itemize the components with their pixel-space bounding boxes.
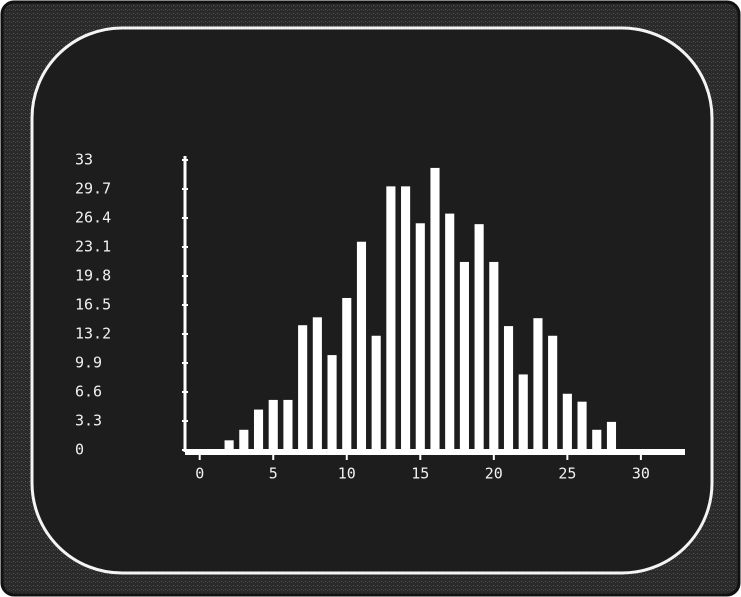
- bar: [563, 394, 572, 450]
- bar: [416, 223, 425, 450]
- y-tick-label: 26.4: [75, 209, 111, 227]
- x-tick-label: 5: [269, 465, 278, 483]
- y-tick-label: 19.8: [75, 267, 111, 285]
- y-tick-label: 6.6: [75, 383, 102, 401]
- bar: [460, 262, 469, 450]
- x-tick-label: 15: [411, 465, 429, 483]
- bar: [475, 224, 484, 450]
- page: 0 3.3 6.6 9.9 13.2 16.5 19.8 23.1 26.4 29.7 33 0 5 10…: [0, 0, 741, 597]
- x-tick-label: 20: [485, 465, 503, 483]
- y-tick-label: 0: [75, 441, 84, 459]
- bar: [298, 325, 307, 450]
- bar: [445, 214, 454, 450]
- bar: [504, 326, 513, 450]
- bar: [592, 430, 601, 450]
- chart: 0 3.3 6.6 9.9 13.2 16.5 19.8 23.1 26.4 29.7 33 0 5 10…: [0, 0, 741, 597]
- bar: [357, 242, 366, 450]
- bar: [578, 402, 587, 450]
- bar: [607, 422, 616, 450]
- y-tick-label: 33: [75, 151, 93, 169]
- bar: [239, 430, 248, 450]
- bar: [254, 410, 263, 450]
- bar: [269, 400, 278, 450]
- bar: [372, 336, 381, 450]
- x-tick-label: 30: [632, 465, 650, 483]
- y-tick-label: 9.9: [75, 354, 102, 372]
- y-tick-label: 23.1: [75, 238, 111, 256]
- bar: [342, 298, 351, 450]
- bar: [401, 186, 410, 450]
- bar: [533, 318, 542, 450]
- bar: [519, 374, 528, 450]
- bar: [386, 186, 395, 450]
- bar: [313, 317, 322, 450]
- x-tick-label: 0: [195, 465, 204, 483]
- bar: [328, 355, 337, 450]
- y-tick-label: 3.3: [75, 412, 102, 430]
- screen-frame: [32, 28, 712, 573]
- x-tick-label: 25: [558, 465, 576, 483]
- bar: [430, 168, 439, 450]
- y-tick-label: 29.7: [75, 180, 111, 198]
- bar: [283, 400, 292, 450]
- bar: [548, 336, 557, 450]
- y-tick-label: 16.5: [75, 296, 111, 314]
- x-tick-label: 10: [338, 465, 356, 483]
- bar: [225, 440, 234, 450]
- y-tick-label: 13.2: [75, 325, 111, 343]
- bar: [489, 262, 498, 450]
